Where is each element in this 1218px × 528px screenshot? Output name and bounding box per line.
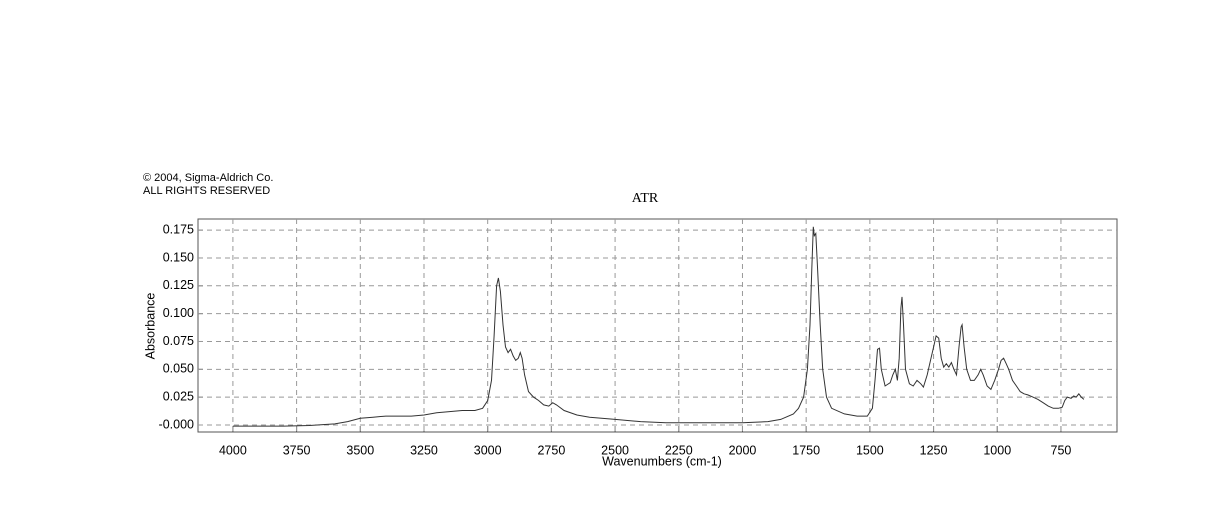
x-tick-label: 2500	[601, 443, 629, 457]
chart-title: ATR	[632, 191, 659, 206]
y-tick-label: 0.175	[163, 222, 194, 236]
y-tick-label: 0.050	[163, 362, 194, 376]
x-tick-label: 3250	[410, 443, 438, 457]
copyright: ALL RIGHTS RESERVED	[143, 185, 270, 197]
x-tick-label: 4000	[219, 443, 247, 457]
x-tick-label: 1000	[983, 443, 1011, 457]
x-tick-label: 3750	[283, 443, 311, 457]
x-tick-label: 3500	[346, 443, 374, 457]
x-tick-label: 2000	[729, 443, 757, 457]
y-tick-label: 0.150	[163, 250, 194, 264]
spectrum-line	[232, 226, 1085, 427]
x-axis-label: Wavenumbers (cm-1)	[602, 454, 722, 468]
y-tick-label: 0.025	[163, 389, 194, 403]
copyright: © 2004, Sigma-Aldrich Co.	[143, 172, 273, 184]
x-tick-label: 1500	[856, 443, 884, 457]
x-tick-label: 750	[1051, 443, 1072, 457]
plot-frame	[197, 218, 1118, 433]
y-tick-label: 0.125	[163, 278, 194, 292]
x-tick-label: 3000	[474, 443, 502, 457]
y-tick-label: 0.075	[163, 334, 194, 348]
y-tick-label: 0.100	[163, 306, 194, 320]
y-tick-label: -0.000	[159, 417, 194, 431]
x-tick-label: 2750	[537, 443, 565, 457]
x-tick-label: 1250	[920, 443, 948, 457]
y-axis-label: Absorbance	[143, 293, 157, 360]
x-tick-label: 2250	[665, 443, 693, 457]
x-tick-label: 1750	[792, 443, 820, 457]
